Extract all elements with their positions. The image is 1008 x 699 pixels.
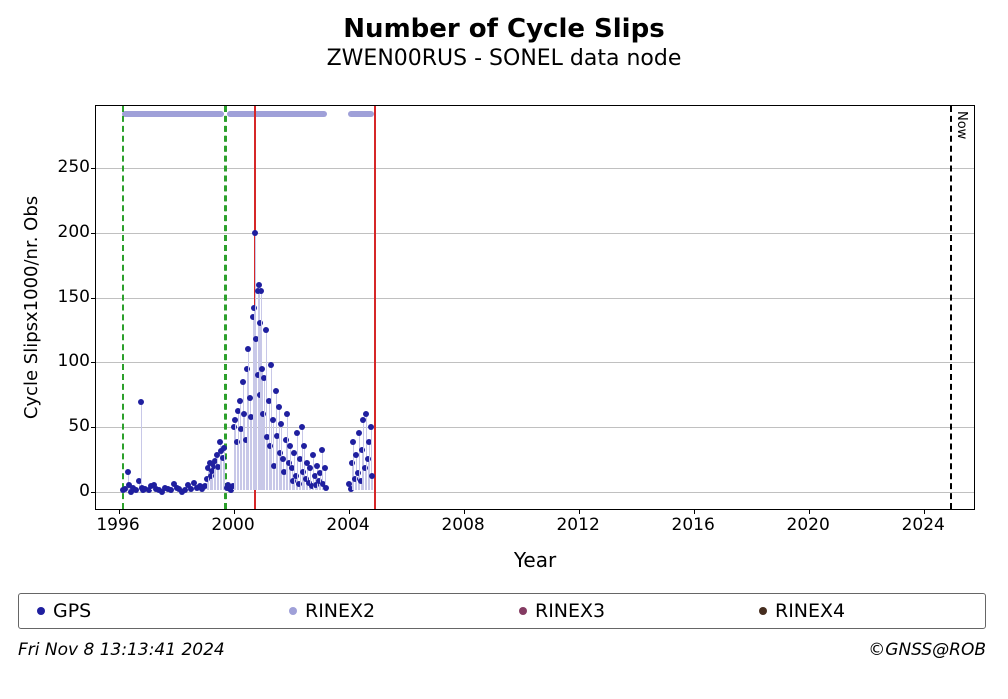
y-tick-label: 150 [40, 287, 90, 307]
x-tick-label: 2012 [556, 515, 599, 535]
x-tick-label: 2004 [326, 515, 369, 535]
x-tick-label: 2008 [441, 515, 484, 535]
x-tick-label: 2020 [787, 515, 830, 535]
gridline [96, 427, 974, 428]
antenna-change-line [374, 106, 376, 509]
gps-point [258, 288, 264, 294]
chart-titles: Number of Cycle Slips ZWEN00RUS - SONEL … [0, 14, 1008, 71]
gps-point [323, 485, 329, 491]
gps-point [268, 362, 274, 368]
y-tick-label: 100 [40, 351, 90, 371]
gps-point [368, 424, 374, 430]
receiver-change-line [122, 106, 124, 509]
gps-point [350, 439, 356, 445]
y-tick-label: 250 [40, 157, 90, 177]
gps-point [310, 452, 316, 458]
footer-timestamp: Fri Nov 8 13:13:41 2024 [18, 640, 225, 660]
gps-point [256, 282, 262, 288]
legend-item: GPS [37, 600, 91, 622]
legend-label: RINEX2 [305, 600, 375, 622]
gps-point [319, 447, 325, 453]
gps-point [245, 346, 251, 352]
gridline [96, 362, 974, 363]
x-tick [464, 509, 465, 514]
footer-credit: ©GNSS@ROB [868, 640, 986, 660]
legend-marker-icon [289, 607, 297, 615]
legend-marker-icon [519, 607, 527, 615]
y-tick-label: 50 [40, 416, 90, 436]
gridline [96, 233, 974, 234]
gps-point [322, 465, 328, 471]
legend-item: RINEX3 [519, 600, 605, 622]
gps-point [284, 411, 290, 417]
gps-point [363, 411, 369, 417]
gps-point [263, 327, 269, 333]
x-tick [234, 509, 235, 514]
gridline [96, 168, 974, 169]
chart-subtitle: ZWEN00RUS - SONEL data node [0, 46, 1008, 71]
y-tick [91, 362, 96, 363]
gridline [96, 298, 974, 299]
legend-label: RINEX3 [535, 600, 605, 622]
gps-point [240, 379, 246, 385]
y-tick-label: 0 [40, 481, 90, 501]
rinex2-band [122, 111, 224, 117]
gps-point [299, 424, 305, 430]
y-tick [91, 427, 96, 428]
now-line [950, 106, 952, 509]
y-tick-label: 200 [40, 222, 90, 242]
legend: GPS RINEX2 RINEX3 RINEX4 [18, 593, 986, 629]
legend-item: RINEX4 [759, 600, 845, 622]
rinex2-band [348, 111, 374, 117]
chart-title: Number of Cycle Slips [0, 14, 1008, 44]
y-tick [91, 168, 96, 169]
gps-point [278, 421, 284, 427]
x-tick-label: 1996 [96, 515, 139, 535]
gps-point [301, 443, 307, 449]
now-label: Now [954, 111, 969, 139]
y-tick [91, 298, 96, 299]
x-tick [579, 509, 580, 514]
x-tick-label: 2024 [902, 515, 945, 535]
x-tick [349, 509, 350, 514]
y-tick [91, 233, 96, 234]
x-tick [119, 509, 120, 514]
gps-point [294, 430, 300, 436]
x-axis-label: Year [95, 548, 975, 572]
gps-point [125, 469, 131, 475]
gps-point [314, 463, 320, 469]
stem [141, 400, 142, 489]
legend-marker-icon [759, 607, 767, 615]
gps-point [276, 404, 282, 410]
gps-point [287, 443, 293, 449]
legend-marker-icon [37, 607, 45, 615]
x-tick [924, 509, 925, 514]
legend-item: RINEX2 [289, 600, 375, 622]
gps-point [252, 230, 258, 236]
gps-point [356, 430, 362, 436]
x-tick-label: 2016 [672, 515, 715, 535]
gps-point [273, 388, 279, 394]
gps-point [221, 445, 227, 451]
gps-point [138, 399, 144, 405]
gps-point [259, 366, 265, 372]
x-tick [809, 509, 810, 514]
gps-point [369, 473, 375, 479]
x-tick [694, 509, 695, 514]
legend-label: GPS [53, 600, 91, 622]
rinex2-band [227, 111, 328, 117]
plot-area: Now [95, 105, 975, 510]
y-tick [91, 492, 96, 493]
x-tick-label: 2000 [211, 515, 254, 535]
legend-label: RINEX4 [775, 600, 845, 622]
